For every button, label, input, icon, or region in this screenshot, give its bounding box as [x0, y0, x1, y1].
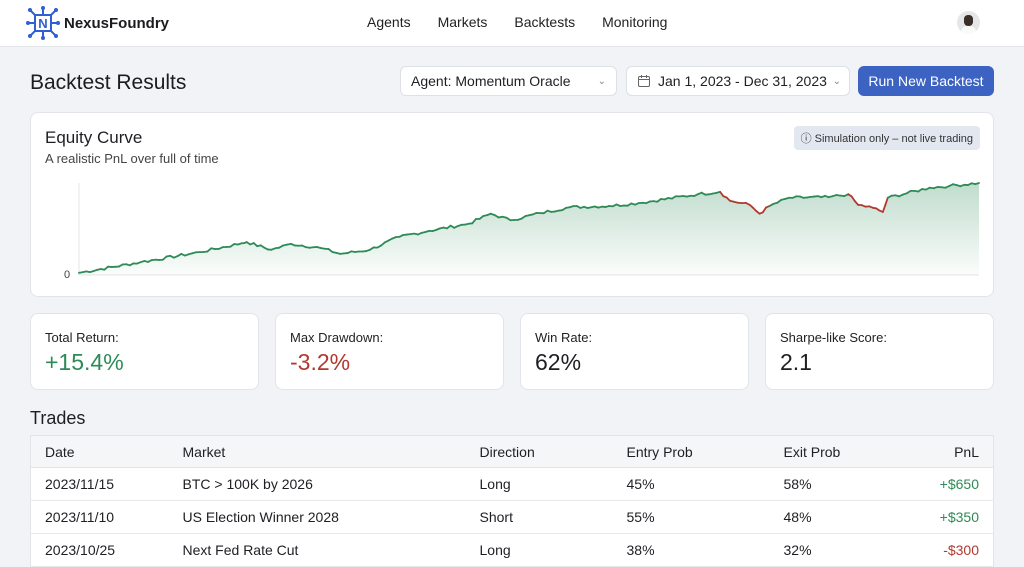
- stat-label: Max Drawdown:: [290, 330, 383, 345]
- table-cell: US Election Winner 2028: [169, 501, 466, 534]
- stat-value: 2.1: [780, 349, 812, 376]
- stat-label: Sharpe-like Score:: [780, 330, 887, 345]
- table-cell: 32%: [770, 534, 894, 567]
- col-pnl[interactable]: PnL: [894, 436, 994, 468]
- stat-card: Win Rate: 62%: [520, 313, 749, 390]
- col-market[interactable]: Market: [169, 436, 466, 468]
- table-cell: +$650: [894, 468, 994, 501]
- table-cell: 45%: [613, 468, 770, 501]
- table-cell: +$350: [894, 501, 994, 534]
- col-direction[interactable]: Direction: [466, 436, 613, 468]
- user-avatar[interactable]: [957, 11, 980, 34]
- nav-markets[interactable]: Markets: [438, 14, 488, 30]
- trades-table: Date Market Direction Entry Prob Exit Pr…: [30, 435, 994, 567]
- chevron-down-icon: ⌄: [598, 76, 606, 87]
- svg-text:N: N: [38, 16, 47, 31]
- nav-agents[interactable]: Agents: [367, 14, 411, 30]
- stat-card: Max Drawdown: -3.2%: [275, 313, 504, 390]
- table-header-row: Date Market Direction Entry Prob Exit Pr…: [31, 436, 994, 468]
- equity-line-segment: [975, 183, 979, 184]
- stat-card: Total Return: +15.4%: [30, 313, 259, 390]
- table-cell: 55%: [613, 501, 770, 534]
- stat-value: +15.4%: [45, 349, 124, 376]
- brand-logo[interactable]: N NexusFoundry: [26, 6, 169, 40]
- stat-value: 62%: [535, 349, 581, 376]
- trades-title: Trades: [30, 408, 85, 429]
- table-cell: 2023/11/10: [31, 501, 169, 534]
- brand-name: NexusFoundry: [64, 15, 169, 32]
- table-cell: 38%: [613, 534, 770, 567]
- nav-backtests[interactable]: Backtests: [514, 14, 575, 30]
- chevron-down-icon: ⌄: [833, 76, 841, 87]
- table-cell: 2023/11/15: [31, 468, 169, 501]
- equity-curve-card: Equity Curve A realistic PnL over full o…: [30, 112, 994, 297]
- date-range-select[interactable]: Jan 1, 2023 - Dec 31, 2023 ⌄: [626, 66, 850, 96]
- table-cell: Short: [466, 501, 613, 534]
- nav-monitoring[interactable]: Monitoring: [602, 14, 667, 30]
- top-nav: N NexusFoundry Agents Markets Backtests …: [0, 0, 1024, 47]
- table-cell: Next Fed Rate Cut: [169, 534, 466, 567]
- table-cell: 48%: [770, 501, 894, 534]
- run-new-backtest-button[interactable]: Run New Backtest: [858, 66, 994, 96]
- table-cell: 58%: [770, 468, 894, 501]
- equity-chart: [31, 113, 995, 298]
- table-cell: BTC > 100K by 2026: [169, 468, 466, 501]
- stat-value: -3.2%: [290, 349, 350, 376]
- col-exit-prob[interactable]: Exit Prob: [770, 436, 894, 468]
- table-cell: 2023/10/25: [31, 534, 169, 567]
- date-range-value: Jan 1, 2023 - Dec 31, 2023: [658, 73, 827, 89]
- stat-label: Total Return:: [45, 330, 119, 345]
- stat-label: Win Rate:: [535, 330, 592, 345]
- calendar-icon: [637, 74, 651, 88]
- table-cell: -$300: [894, 534, 994, 567]
- agent-select[interactable]: Agent: Momentum Oracle ⌄: [400, 66, 617, 96]
- page-title: Backtest Results: [30, 71, 186, 95]
- table-cell: Long: [466, 468, 613, 501]
- stat-card: Sharpe-like Score: 2.1: [765, 313, 994, 390]
- nexus-logo-icon: N: [26, 6, 60, 40]
- col-date[interactable]: Date: [31, 436, 169, 468]
- agent-select-value: Agent: Momentum Oracle: [411, 73, 571, 89]
- col-entry-prob[interactable]: Entry Prob: [613, 436, 770, 468]
- table-cell: Long: [466, 534, 613, 567]
